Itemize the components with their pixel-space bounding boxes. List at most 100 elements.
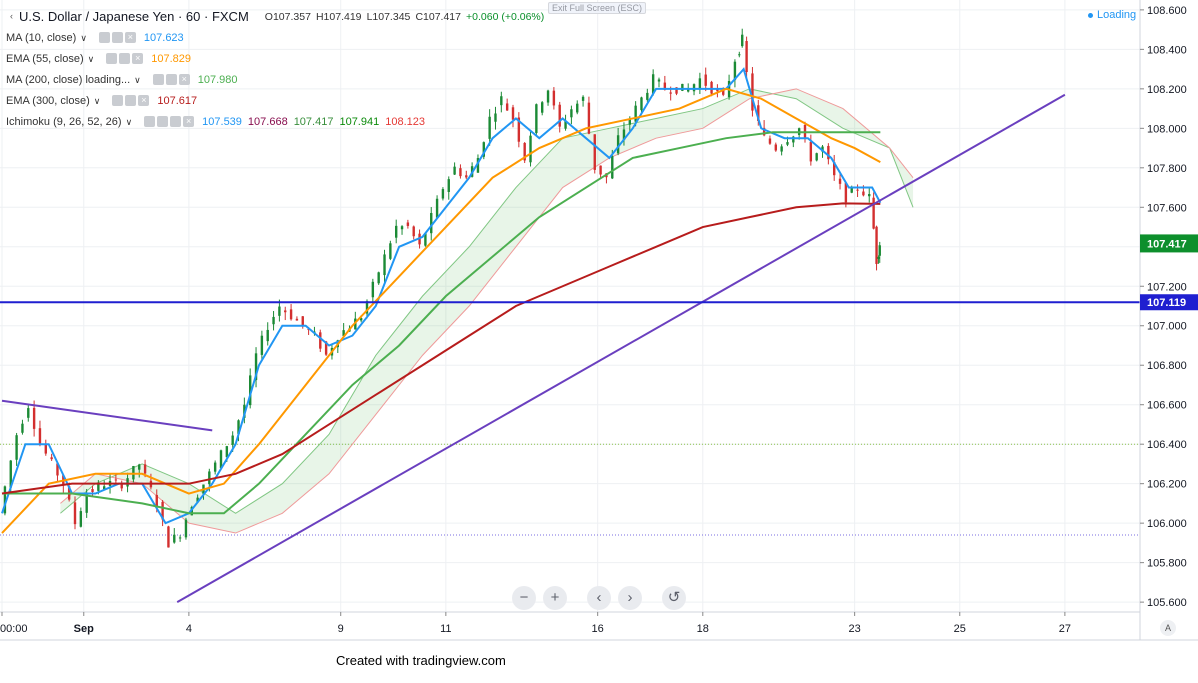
gear-icon[interactable] <box>119 53 131 64</box>
gear-icon[interactable] <box>165 74 177 85</box>
candle-body <box>231 435 234 445</box>
close-icon[interactable]: × <box>138 95 150 106</box>
candle-body <box>529 135 532 163</box>
candle-body <box>424 233 427 246</box>
indicator-row[interactable]: MA (10, close) ∨ × 107.623 <box>6 27 544 48</box>
price-axis <box>1140 0 1198 640</box>
chevron-down-icon[interactable]: ∨ <box>87 53 95 64</box>
zoom-out-button[interactable]: − <box>512 586 536 610</box>
symbol-title[interactable]: U.S. Dollar / Japanese Yen · 60 · FXCM <box>19 8 249 24</box>
candle-body <box>698 78 702 89</box>
indicator-row[interactable]: Ichimoku (9, 26, 52, 26) ∨ × 107.539 107.668… <box>6 111 544 132</box>
candle-body <box>178 537 182 539</box>
candle-body <box>663 82 667 90</box>
y-tick-label: 105.800 <box>1147 558 1187 570</box>
indicator-value: 107.623 <box>143 31 184 44</box>
y-tick-label: 108.000 <box>1147 123 1187 135</box>
eye-icon[interactable] <box>98 32 110 43</box>
candle-body <box>862 191 865 196</box>
candle-body <box>669 92 672 94</box>
candle-body <box>359 318 363 321</box>
footer-credit: Created with tradingview.com <box>336 653 506 668</box>
candle-body <box>342 330 345 337</box>
x-tick-label: 25 <box>954 623 966 635</box>
x-tick-label: 18 <box>697 623 709 635</box>
indicator-row[interactable]: MA (200, close) loading... ∨ × 107.980 <box>6 69 544 90</box>
scroll-left-button[interactable]: ‹ <box>587 586 611 610</box>
braces-icon[interactable] <box>170 116 182 127</box>
chevron-down-icon[interactable]: ∨ <box>93 95 101 106</box>
gear-icon[interactable] <box>111 32 123 43</box>
candle-body <box>616 135 620 154</box>
chevron-down-icon[interactable]: ∨ <box>80 32 87 43</box>
candle-body <box>476 158 480 173</box>
collapse-icon[interactable]: ‹ <box>6 11 17 22</box>
indicator-row[interactable]: EMA (55, close) ∨ × 107.829 <box>6 48 544 69</box>
indicator-row[interactable]: EMA (300, close) ∨ × 107.617 <box>6 90 544 111</box>
candle-body <box>675 87 678 94</box>
auto-scale-button[interactable]: A <box>1160 620 1176 636</box>
candle-body <box>821 146 824 152</box>
eye-icon[interactable] <box>106 53 118 64</box>
loading-dot-icon <box>1088 12 1093 18</box>
y-tick-label: 106.600 <box>1147 400 1187 412</box>
candle-body <box>646 92 649 100</box>
y-tick-label: 107.000 <box>1147 321 1187 333</box>
loading-status: Loading <box>1088 9 1136 21</box>
candle-body <box>383 254 386 276</box>
scroll-right-button[interactable]: › <box>618 586 642 610</box>
x-tick-label: 23 <box>849 623 861 635</box>
chevron-down-icon[interactable]: ∨ <box>134 74 141 85</box>
candle-body <box>465 175 468 178</box>
reset-chart-button[interactable]: ↺ <box>662 586 686 610</box>
candle-body <box>377 272 380 284</box>
candle-body <box>56 463 59 476</box>
indicator-name[interactable]: MA (10, close) <box>6 31 77 44</box>
close-icon[interactable]: × <box>178 74 190 85</box>
indicator-name[interactable]: Ichimoku (9, 26, 52, 26) <box>6 115 122 128</box>
candle-body <box>435 198 439 218</box>
candle-body <box>15 435 18 460</box>
gear-icon[interactable] <box>125 95 137 106</box>
candle-body <box>196 497 199 503</box>
candle-body <box>757 105 760 121</box>
candle-body <box>564 120 567 129</box>
candle-body <box>815 153 818 161</box>
trendline <box>1 399 213 432</box>
eye-icon[interactable] <box>152 74 164 85</box>
indicator-value: 107.941 <box>339 115 380 128</box>
candle-body <box>132 466 135 480</box>
candle-body <box>143 464 147 474</box>
x-tick-label: Sep <box>74 623 94 635</box>
candle-body <box>482 142 485 157</box>
chevron-down-icon[interactable]: ∨ <box>125 116 133 127</box>
indicator-name[interactable]: MA (200, close) loading... <box>6 73 131 86</box>
eye-icon[interactable] <box>112 95 124 106</box>
close-icon[interactable]: × <box>183 116 195 127</box>
close-icon[interactable]: × <box>132 53 144 64</box>
candle-body <box>599 165 602 175</box>
candle-body <box>511 107 515 120</box>
indicator-name[interactable]: EMA (300, close) <box>6 94 90 107</box>
candle-body <box>872 197 875 229</box>
candle-body <box>38 428 42 445</box>
ichimoku-span-a <box>60 88 914 514</box>
candle-body <box>3 486 7 514</box>
candle-body <box>44 444 47 454</box>
y-tick-label: 107.800 <box>1147 163 1187 175</box>
candle-body <box>809 141 813 162</box>
candle-body <box>868 194 871 197</box>
indicator-name[interactable]: EMA (55, close) <box>6 52 84 65</box>
candle-body <box>875 226 878 264</box>
gear-icon[interactable] <box>157 116 169 127</box>
candle-body <box>687 88 690 92</box>
close-icon[interactable]: × <box>124 32 136 43</box>
candle-body <box>184 519 188 538</box>
zoom-in-button[interactable]: + <box>543 586 567 610</box>
candle-body <box>412 226 415 237</box>
candle-body <box>634 105 637 122</box>
candle-body <box>126 478 129 487</box>
eye-icon[interactable] <box>144 116 156 127</box>
exit-fullscreen-button[interactable]: Exit Full Screen (ESC) <box>548 2 647 14</box>
